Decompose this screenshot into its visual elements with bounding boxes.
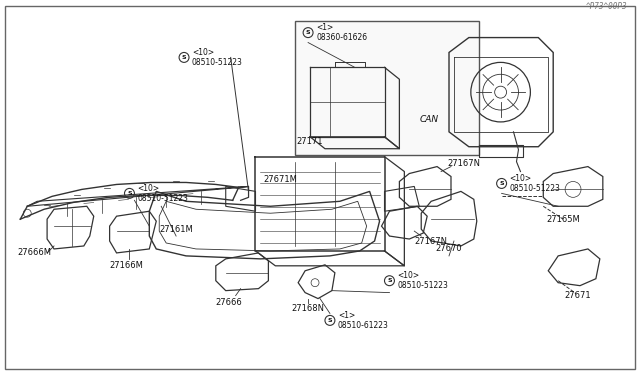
Text: S: S [499,181,504,186]
Text: 27168N: 27168N [292,304,324,313]
Text: 27167N: 27167N [447,159,481,168]
Text: 27171: 27171 [297,137,323,146]
Text: 27165M: 27165M [547,215,580,224]
Text: <10>: <10> [509,174,532,183]
Text: 27671M: 27671M [264,175,297,184]
Text: <1>: <1> [316,23,333,32]
Text: <10>: <10> [138,184,159,193]
Text: 08510-51223: 08510-51223 [138,194,188,203]
Bar [295,21,479,155]
Text: ^P73^00P3: ^P73^00P3 [586,2,628,11]
Text: <10>: <10> [192,48,214,57]
Text: S: S [328,318,332,323]
Text: 08510-51223: 08510-51223 [192,58,243,67]
Text: S: S [306,30,310,35]
Text: 27666: 27666 [215,298,242,307]
Text: 08510-51223: 08510-51223 [509,184,561,193]
Text: S: S [127,191,132,196]
Text: 27167N: 27167N [415,237,447,246]
Text: CAN: CAN [419,115,438,125]
Text: 27666M: 27666M [17,248,51,257]
Text: <1>: <1> [338,311,355,320]
Text: 27161M: 27161M [159,225,193,234]
Text: 27671: 27671 [564,291,591,300]
Text: 08510-51223: 08510-51223 [397,281,448,290]
Text: S: S [182,55,186,60]
Text: 08510-61223: 08510-61223 [338,321,388,330]
Text: S: S [387,278,392,283]
Text: 08360-61626: 08360-61626 [316,33,367,42]
Text: <10>: <10> [397,271,420,280]
Text: 27670: 27670 [436,244,462,253]
Text: 27166M: 27166M [109,261,143,270]
